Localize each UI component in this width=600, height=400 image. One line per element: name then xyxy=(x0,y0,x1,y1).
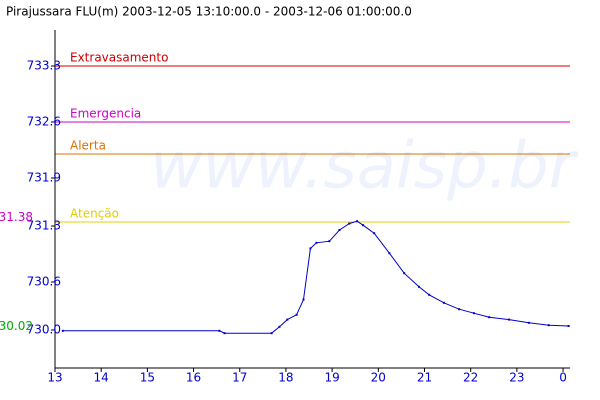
data-point xyxy=(338,229,341,231)
x-tick-label: 15 xyxy=(140,371,155,385)
data-point xyxy=(295,313,298,316)
y-tick-label: 731.3 xyxy=(27,219,61,233)
y-tick-label: 730.6 xyxy=(27,275,61,289)
chart-title: Pirajussara FLU(m) 2003-12-05 13:10:00.0… xyxy=(6,5,412,19)
x-tick-label: 18 xyxy=(278,371,293,385)
data-point xyxy=(356,220,359,223)
threshold-label: Alerta xyxy=(70,139,106,153)
data-point xyxy=(388,252,391,255)
value-marker: 731.38 xyxy=(0,210,33,224)
data-point xyxy=(417,285,420,288)
data-point xyxy=(223,332,226,335)
x-tick-label: 22 xyxy=(463,371,478,385)
threshold-label: Atenção xyxy=(70,207,119,221)
data-point xyxy=(362,224,365,227)
data-point xyxy=(309,247,312,250)
data-point xyxy=(348,222,351,225)
data-point xyxy=(61,329,64,332)
x-tick-label: 20 xyxy=(371,371,386,385)
x-tick-label: 23 xyxy=(509,371,524,385)
data-point xyxy=(472,312,475,315)
data-point xyxy=(488,316,491,319)
data-point xyxy=(547,324,550,327)
data-point xyxy=(315,241,318,244)
x-tick-label: 14 xyxy=(94,371,109,385)
y-tick-label: 733.3 xyxy=(27,59,61,73)
threshold-label: Emergencia xyxy=(70,107,141,121)
data-point xyxy=(567,325,570,327)
watermark: www.saisp.br xyxy=(150,130,579,204)
data-point xyxy=(527,321,530,324)
data-point xyxy=(302,298,305,301)
data-point xyxy=(403,272,406,275)
x-tick-label: 13 xyxy=(47,371,62,385)
data-point xyxy=(218,329,221,332)
y-tick-label: 731.9 xyxy=(27,171,61,185)
data-point xyxy=(278,325,281,328)
y-tick-label: 732.6 xyxy=(27,115,61,129)
data-point xyxy=(270,332,273,335)
x-tick-label: 17 xyxy=(232,371,247,385)
data-point xyxy=(373,232,376,235)
data-point xyxy=(428,293,431,296)
threshold-label: Extravasamento xyxy=(70,51,168,65)
x-tick-label: 19 xyxy=(324,371,339,385)
data-point xyxy=(458,308,461,311)
data-point xyxy=(508,318,511,321)
x-tick-label: 0 xyxy=(559,371,567,385)
data-line xyxy=(62,220,569,334)
x-tick-label: 16 xyxy=(186,371,201,385)
y-tick-label: 730.0 xyxy=(27,323,61,337)
data-point xyxy=(442,301,445,304)
value-marker: 730.02 xyxy=(0,319,33,333)
data-point xyxy=(328,240,331,243)
x-tick-label: 21 xyxy=(417,371,432,385)
data-point xyxy=(286,318,289,321)
